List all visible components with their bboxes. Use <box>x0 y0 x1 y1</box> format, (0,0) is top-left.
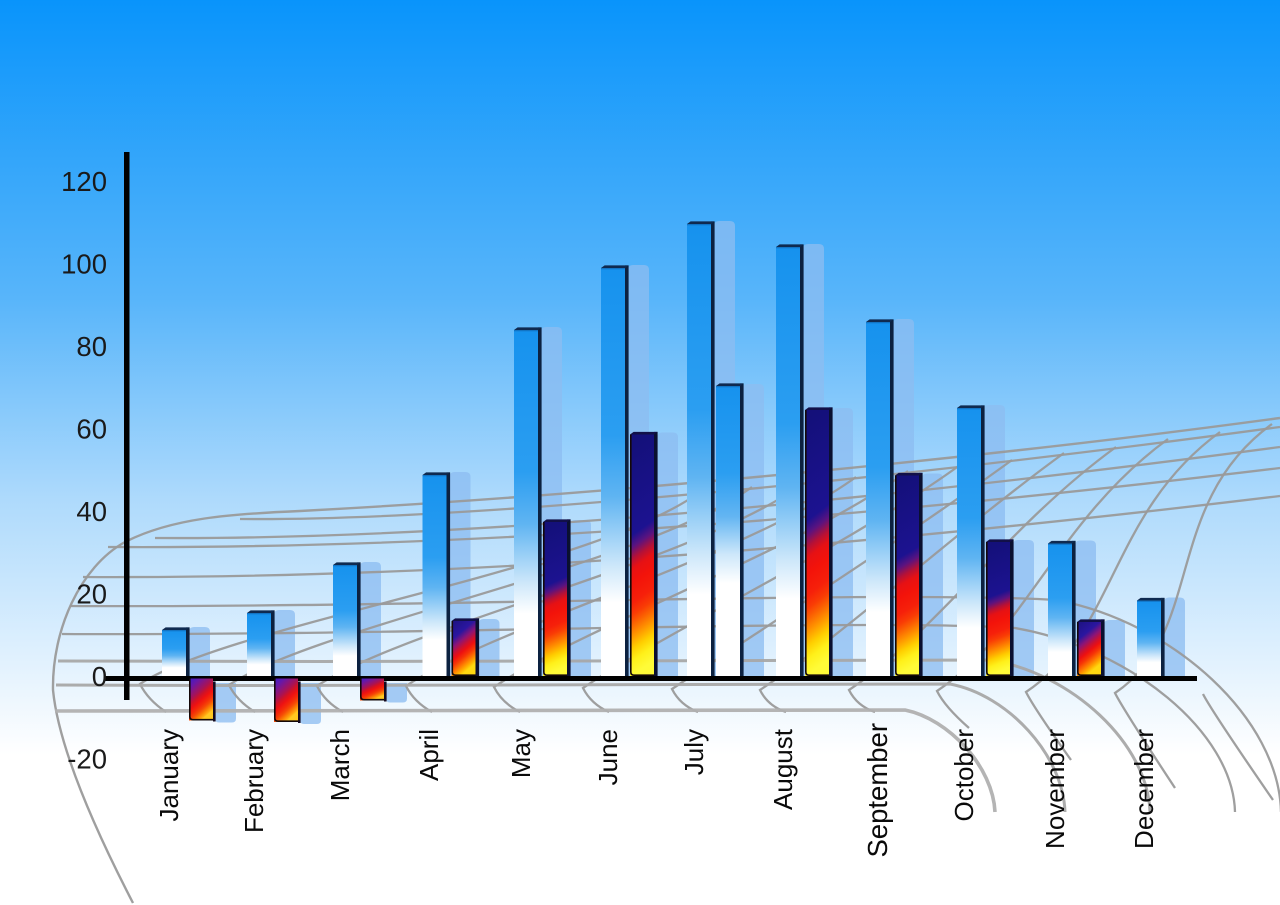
svg-text:August: August <box>768 728 798 810</box>
svg-text:-20: -20 <box>67 743 107 774</box>
svg-text:April: April <box>414 729 444 781</box>
svg-text:May: May <box>506 729 536 778</box>
svg-text:120: 120 <box>61 166 107 197</box>
svg-text:March: March <box>325 729 355 801</box>
svg-text:January: January <box>154 729 184 822</box>
svg-text:November: November <box>1040 729 1070 849</box>
svg-text:June: June <box>593 729 623 785</box>
svg-text:October: October <box>949 729 979 822</box>
svg-text:80: 80 <box>76 331 107 362</box>
svg-text:December: December <box>1129 729 1159 849</box>
svg-text:40: 40 <box>76 496 107 527</box>
svg-text:September: September <box>862 723 893 858</box>
svg-text:100: 100 <box>61 248 107 279</box>
svg-text:0: 0 <box>92 661 107 692</box>
svg-text:60: 60 <box>76 413 107 444</box>
svg-text:July: July <box>679 729 709 775</box>
svg-text:20: 20 <box>76 578 107 609</box>
svg-text:February: February <box>239 729 269 833</box>
